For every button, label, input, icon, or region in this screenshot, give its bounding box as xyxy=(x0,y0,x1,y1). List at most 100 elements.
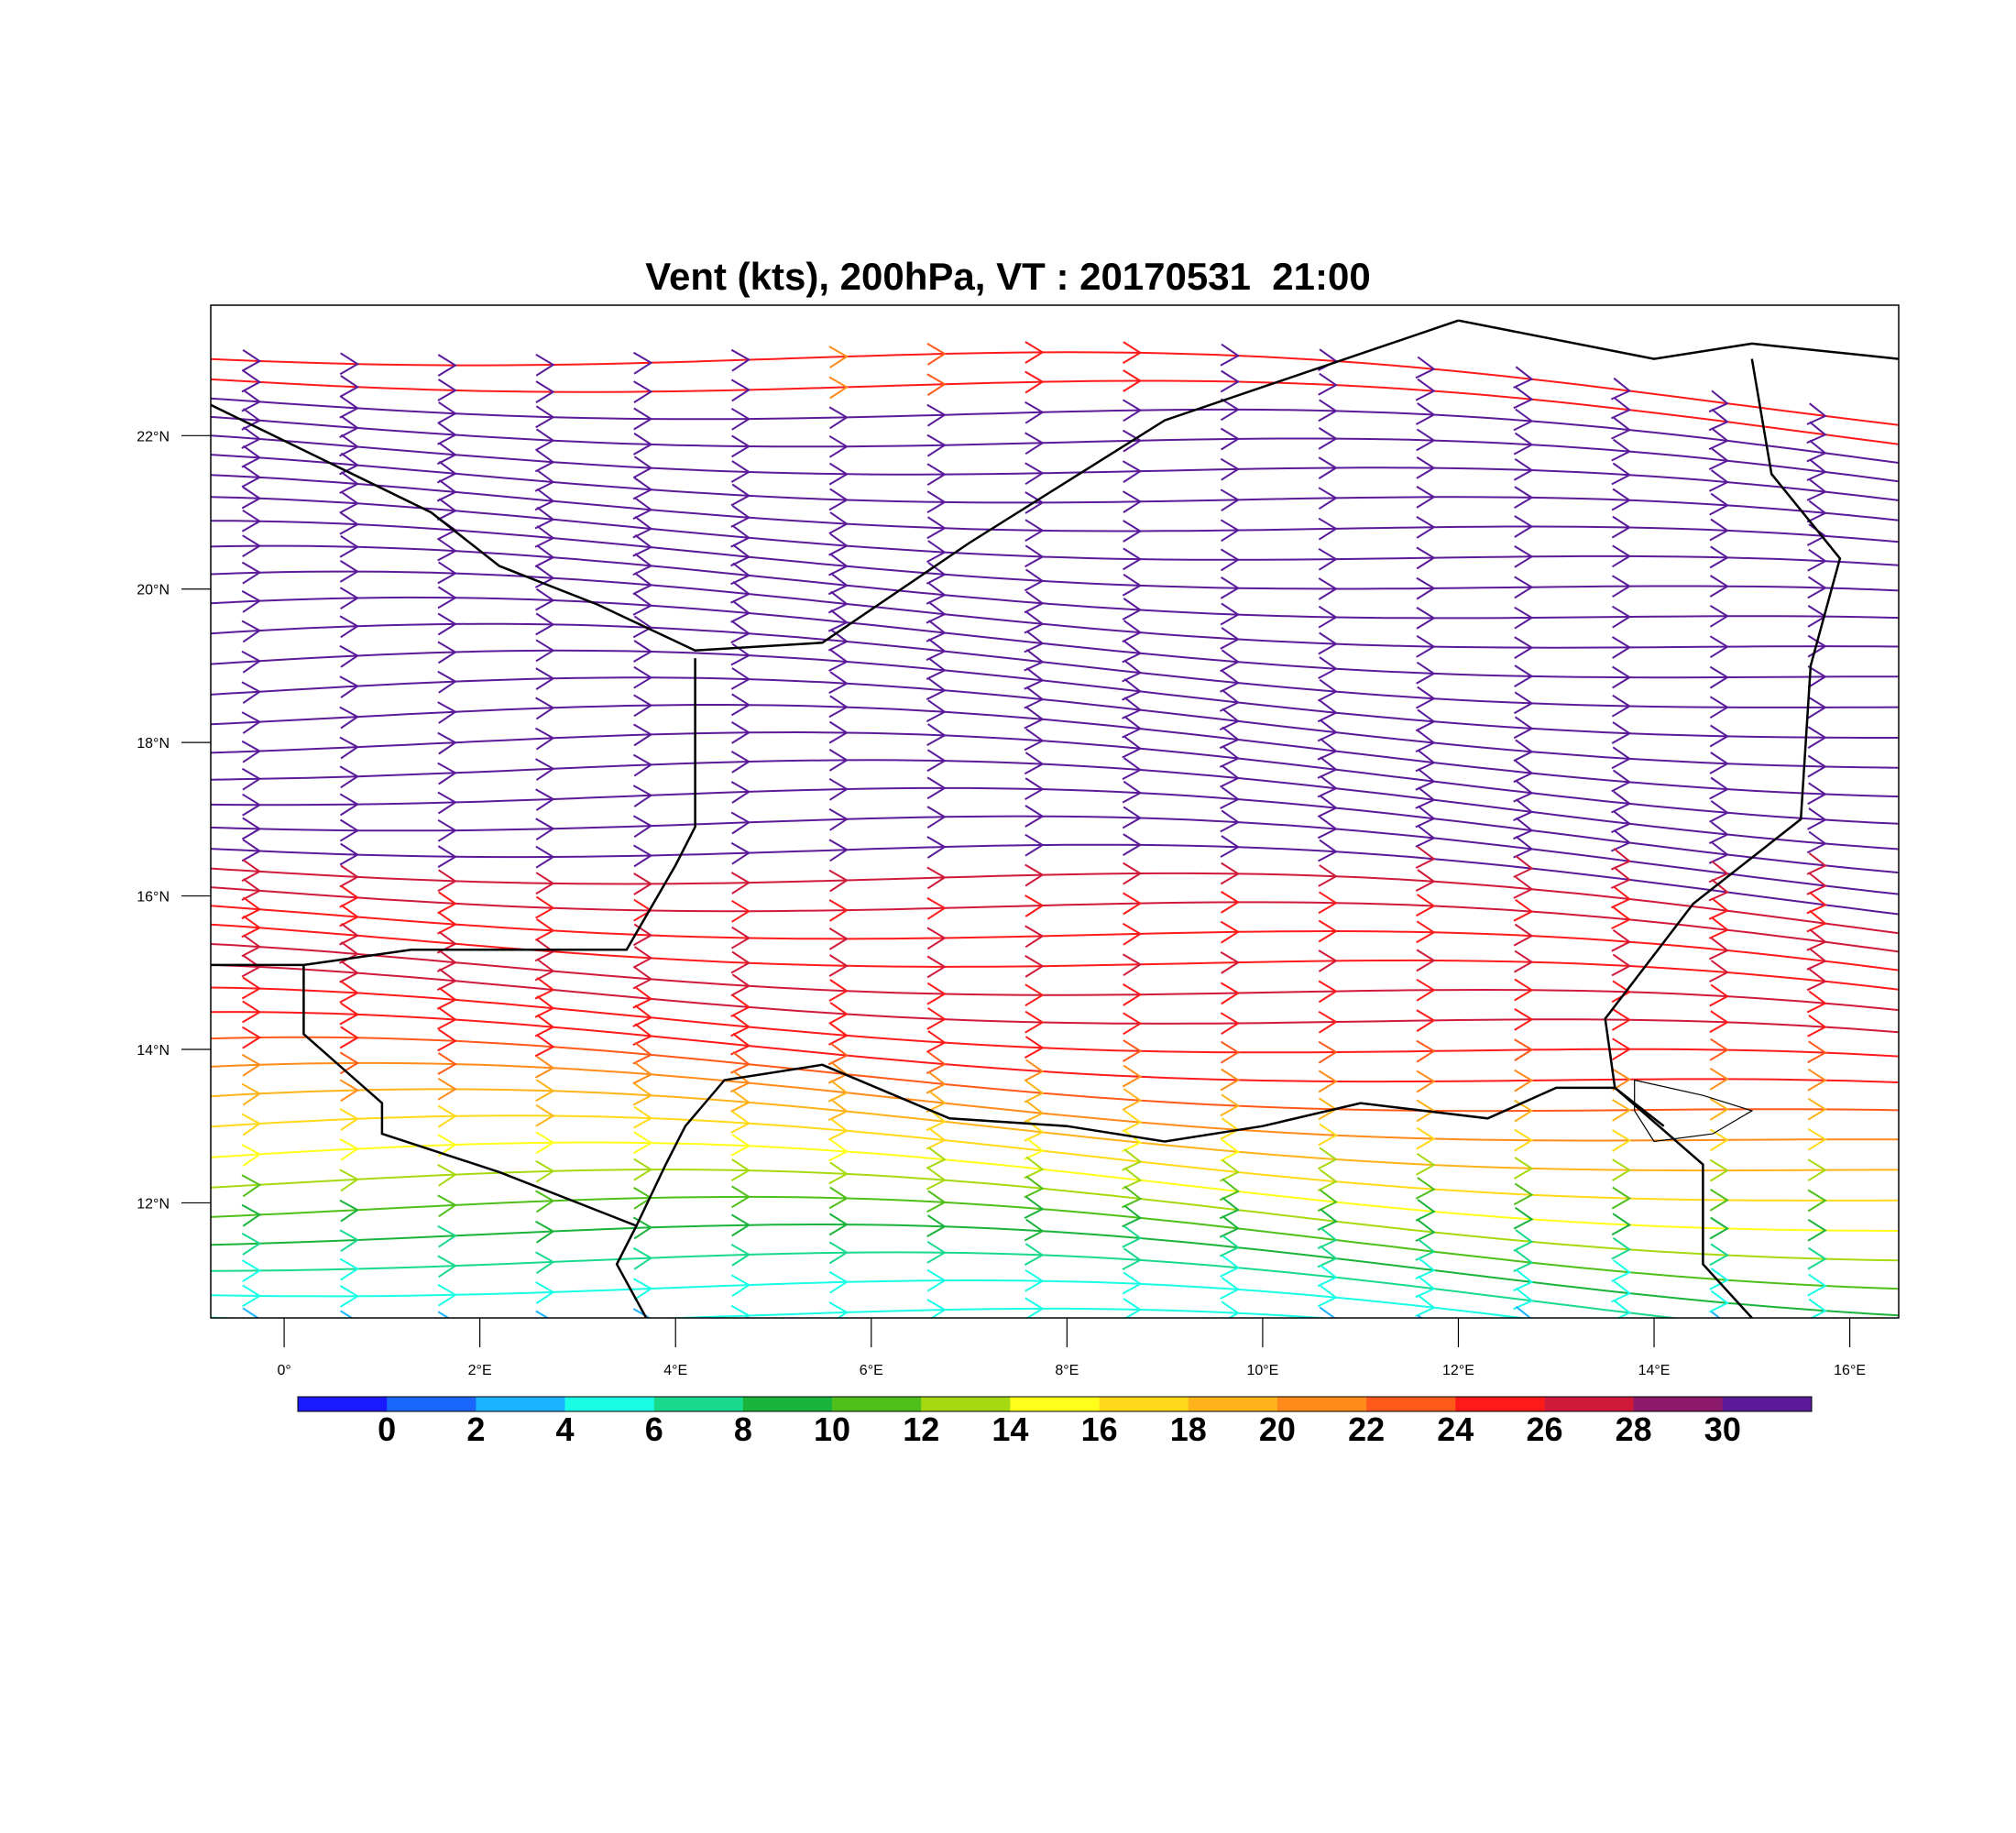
arrowhead xyxy=(535,587,555,611)
arrowhead xyxy=(1513,1287,1534,1311)
arrowhead xyxy=(534,544,555,568)
arrowhead xyxy=(339,675,360,698)
arrowhead xyxy=(1024,649,1045,672)
arrowhead xyxy=(730,434,751,458)
arrowhead xyxy=(535,1281,555,1304)
arrowhead xyxy=(1513,898,1534,922)
arrowhead xyxy=(926,540,947,563)
arrowhead xyxy=(534,1055,555,1079)
colorbar-label: 24 xyxy=(1437,1410,1474,1448)
arrowhead xyxy=(633,1158,653,1181)
arrowhead xyxy=(1122,780,1143,804)
arrowhead xyxy=(1610,848,1632,871)
arrowhead xyxy=(1708,860,1729,884)
arrowhead xyxy=(339,980,360,1004)
arrowhead xyxy=(1024,706,1045,730)
arrowhead xyxy=(534,938,555,962)
arrowhead xyxy=(926,776,947,800)
arrowhead xyxy=(926,490,947,514)
arrowhead xyxy=(437,1224,457,1248)
arrowhead xyxy=(926,927,947,950)
arrowhead xyxy=(1611,980,1632,1004)
arrowhead xyxy=(1416,978,1436,1002)
arrowhead xyxy=(730,693,751,717)
arrowhead xyxy=(827,1042,849,1066)
colorbar-swatch xyxy=(1544,1397,1635,1411)
arrowhead xyxy=(926,836,947,859)
arrowhead xyxy=(1318,547,1338,571)
arrowhead xyxy=(1610,810,1632,834)
arrowhead xyxy=(1611,1337,1629,1358)
arrowhead xyxy=(1024,1218,1045,1242)
arrowhead xyxy=(1807,1343,1825,1364)
arrowhead xyxy=(828,1186,849,1210)
arrowhead xyxy=(1709,518,1730,542)
arrowhead xyxy=(827,590,849,614)
arrowhead xyxy=(730,1213,751,1237)
arrowhead xyxy=(828,488,849,511)
arrowhead xyxy=(437,791,457,815)
arrowhead xyxy=(828,979,849,1002)
arrowhead xyxy=(241,1113,262,1136)
lon-tick-label: 10°E xyxy=(1246,1363,1278,1378)
arrowhead xyxy=(436,968,457,991)
arrowhead xyxy=(730,1158,751,1181)
arrowhead xyxy=(241,1082,262,1106)
arrowhead xyxy=(1513,739,1534,763)
arrowhead xyxy=(632,1308,652,1318)
arrowhead xyxy=(1024,1059,1045,1082)
arrowhead xyxy=(535,1079,555,1103)
arrowhead xyxy=(1415,869,1436,892)
arrowhead xyxy=(1416,456,1436,479)
arrowhead xyxy=(241,1000,262,1024)
arrowhead xyxy=(730,751,751,774)
arrowhead xyxy=(632,785,653,807)
arrowhead xyxy=(1416,1070,1436,1093)
arrowhead xyxy=(1024,686,1045,709)
arrowhead xyxy=(1220,1068,1241,1092)
arrowhead xyxy=(339,706,360,730)
arrowhead xyxy=(1024,833,1045,857)
arrowhead xyxy=(339,534,360,558)
arrowhead xyxy=(1709,1350,1727,1371)
arrowhead xyxy=(1122,806,1143,829)
arrowhead xyxy=(633,898,653,922)
arrowhead xyxy=(1220,457,1241,481)
arrowhead xyxy=(1806,909,1827,933)
arrowhead xyxy=(1317,774,1338,798)
colorbar-label: 2 xyxy=(466,1410,485,1448)
arrowhead xyxy=(535,380,555,403)
arrowhead xyxy=(339,644,360,668)
arrowhead xyxy=(1415,825,1436,848)
arrowhead xyxy=(1317,719,1338,742)
streamline-1 xyxy=(211,378,1899,445)
arrowhead xyxy=(1220,809,1241,833)
arrowhead xyxy=(828,532,849,556)
arrowhead xyxy=(1514,1069,1534,1092)
streamline-34 xyxy=(211,1169,1899,1262)
arrowhead xyxy=(339,960,360,983)
arrowhead xyxy=(1513,432,1534,456)
arrowhead xyxy=(1513,855,1534,878)
arrowhead xyxy=(926,955,947,979)
arrowhead xyxy=(1416,576,1436,600)
arrowhead xyxy=(436,498,457,521)
arrowhead xyxy=(1611,605,1632,629)
arrowhead xyxy=(1318,919,1338,943)
streamline-30 xyxy=(211,1061,1899,1142)
arrowhead xyxy=(827,1080,849,1103)
arrowhead xyxy=(1318,839,1338,862)
arrowhead xyxy=(241,878,262,901)
streamline-7 xyxy=(211,496,1899,566)
arrowhead xyxy=(241,561,262,585)
arrowhead xyxy=(1219,726,1241,750)
arrowhead xyxy=(535,727,555,751)
arrowhead xyxy=(1514,1008,1534,1031)
arrowhead xyxy=(1220,488,1241,512)
arrowhead xyxy=(730,1014,751,1037)
arrowhead xyxy=(1415,730,1436,752)
arrowhead xyxy=(730,348,751,372)
arrowhead xyxy=(1612,665,1632,689)
colorbar-swatch xyxy=(1455,1397,1545,1411)
lat-tick-label: 14°N xyxy=(137,1043,170,1059)
